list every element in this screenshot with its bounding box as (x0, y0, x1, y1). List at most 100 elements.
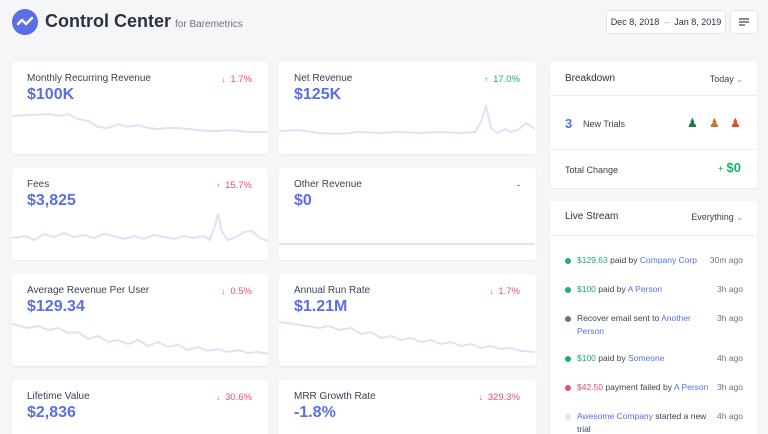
stream-customer-link[interactable]: Another Person (577, 313, 691, 336)
live-stream-panel: Live Stream Everything ⌄ $129.63 paid by… (550, 201, 757, 434)
baremetrics-logo[interactable] (12, 9, 38, 35)
trials-count: 3 (565, 116, 573, 131)
metric-card-net-revenue[interactable]: Net Revenue $125K ↑ 17.0% (279, 62, 536, 154)
stream-time: 3h ago (717, 313, 743, 323)
stream-time: 30m ago (709, 255, 743, 265)
top-header: Control Center for Baremetrics Dec 8, 201… (0, 0, 768, 44)
metric-label: Net Revenue (294, 73, 353, 84)
live-stream-filter-dropdown[interactable]: Everything ⌄ (691, 212, 743, 222)
stream-text: $42.50 payment failed by A Person (577, 381, 722, 394)
sparkline (279, 321, 535, 353)
stream-item[interactable]: $100 paid by Someone 4h ago (565, 352, 743, 366)
metric-label: Monthly Recurring Revenue (27, 73, 151, 84)
metric-change-value: 15.7% (225, 180, 252, 191)
metric-change-value: 1.7% (230, 74, 252, 85)
metric-card-lifetime-value[interactable]: Lifetime Value $2,836 ↓ 30.6% (12, 380, 268, 434)
menu-button[interactable] (730, 10, 758, 34)
stream-text: $129.63 paid by Company Corp (577, 254, 717, 267)
breakdown-filter-label: Today (709, 74, 734, 84)
total-change-amount: $0 (726, 160, 741, 175)
stream-item[interactable]: $129.63 paid by Company Corp 30m ago (565, 254, 743, 268)
stream-customer-link[interactable]: A Person (673, 382, 709, 392)
date-start: Dec 8, 2018 (610, 17, 660, 27)
metric-change-value: 0.5% (230, 286, 252, 297)
breakdown-panel: Breakdown Today ⌄ 3 New Trials ♟ ♟ ♟ Tot… (550, 62, 757, 188)
breakdown-title: Breakdown (565, 73, 616, 84)
metric-card-mrr-growth-rate[interactable]: MRR Growth Rate -1.8% ↓ 329.3% (279, 380, 536, 434)
metric-card-annual-run-rate[interactable]: Annual Run Rate $1.21M ↓ 1.7% (279, 274, 536, 366)
stream-amount: $100 (577, 353, 596, 363)
stream-time: 3h ago (717, 382, 743, 392)
sparkline (279, 104, 535, 136)
stream-amount: $100 (577, 284, 596, 294)
stream-time: 4h ago (717, 353, 743, 363)
metric-change-value: 30.6% (225, 392, 252, 403)
metric-change: - (517, 180, 520, 191)
app-subtitle: for Baremetrics (175, 19, 243, 30)
trials-label[interactable]: New Trials (583, 119, 626, 129)
metric-card-fees[interactable]: Fees $3,825 ↑ 15.7% (12, 168, 268, 260)
metric-value: -1.8% (294, 404, 336, 421)
sparkline (279, 243, 535, 245)
stream-time: 4h ago (717, 411, 743, 421)
stream-text: Recover email sent to Another Person (577, 312, 702, 338)
metric-value: $3,825 (27, 192, 76, 209)
stream-customer-link[interactable]: A Person (627, 284, 663, 294)
stream-customer-link[interactable]: Someone (628, 353, 665, 363)
stream-text: $100 paid by A Person (577, 283, 717, 296)
metric-value: $100K (27, 86, 75, 103)
stream-item[interactable]: $42.50 payment failed by A Person 3h ago (565, 381, 743, 395)
metric-card-arpu[interactable]: Average Revenue Per User $129.34 ↓ 0.5% (12, 274, 268, 366)
date-end: Jan 8, 2019 (674, 17, 722, 27)
trial-user-icon: ♟ (687, 116, 698, 130)
metric-value: $2,836 (27, 404, 76, 421)
stream-action: payment failed by (603, 382, 674, 392)
breakdown-filter-dropdown[interactable]: Today ⌄ (710, 74, 743, 84)
metric-change-value: 1.7% (498, 286, 520, 297)
status-dot (565, 414, 571, 420)
divider (550, 95, 757, 96)
stream-amount: $129.63 (577, 255, 608, 265)
metric-change: ↓ 1.7% (489, 286, 520, 297)
status-dot (565, 258, 571, 264)
status-dot (565, 287, 571, 293)
app-title: Control Center (45, 11, 171, 31)
stream-item[interactable]: Recover email sent to Another Person 3h … (565, 312, 743, 340)
arrow-down-icon: ↓ (489, 287, 494, 296)
live-stream-filter-label: Everything (691, 212, 734, 222)
arrow-down-icon: ↓ (478, 393, 483, 402)
stream-item[interactable]: $100 paid by A Person 3h ago (565, 283, 743, 297)
trial-user-icon: ♟ (709, 116, 720, 130)
arrow-down-icon: ↓ (216, 393, 221, 402)
page-title: Control Center for Baremetrics (45, 11, 243, 32)
hamburger-icon (739, 18, 749, 26)
date-range-picker[interactable]: Dec 8, 2018 – Jan 8, 2019 (606, 10, 726, 34)
stream-item[interactable]: Awesome Company started a new trial 4h a… (565, 410, 743, 434)
stream-customer-link[interactable]: Awesome Company (577, 411, 653, 421)
stream-action: paid by (607, 255, 640, 265)
metric-card-other-revenue[interactable]: Other Revenue $0 - (279, 168, 536, 260)
arrow-down-icon: ↓ (221, 287, 226, 296)
metric-change-value: 17.0% (493, 74, 520, 85)
metric-value: $0 (294, 192, 312, 209)
metric-label: Other Revenue (294, 179, 362, 190)
metric-card-mrr[interactable]: Monthly Recurring Revenue $100K ↓ 1.7% (12, 62, 268, 154)
divider (550, 149, 757, 150)
metric-change: ↓ 329.3% (479, 392, 520, 403)
metric-value: $1.21M (294, 298, 348, 315)
stream-customer-link[interactable]: Company Corp (639, 255, 698, 265)
status-dot (565, 316, 571, 322)
metric-change: ↑ 15.7% (216, 180, 252, 191)
sparkline (12, 112, 268, 133)
status-dot (565, 356, 571, 362)
metric-change-value: 329.3% (487, 392, 520, 403)
metric-label: Fees (27, 179, 50, 190)
chevron-down-icon: ⌄ (736, 75, 743, 84)
metric-label: Average Revenue Per User (27, 285, 150, 296)
total-change-value: + $0 (718, 160, 741, 175)
metric-value: $129.34 (27, 298, 85, 315)
stream-text: $100 paid by Someone (577, 352, 717, 365)
arrow-down-icon: ↓ (221, 75, 226, 84)
stream-text: Awesome Company started a new trial (577, 410, 707, 434)
chevron-down-icon: ⌄ (736, 213, 743, 222)
